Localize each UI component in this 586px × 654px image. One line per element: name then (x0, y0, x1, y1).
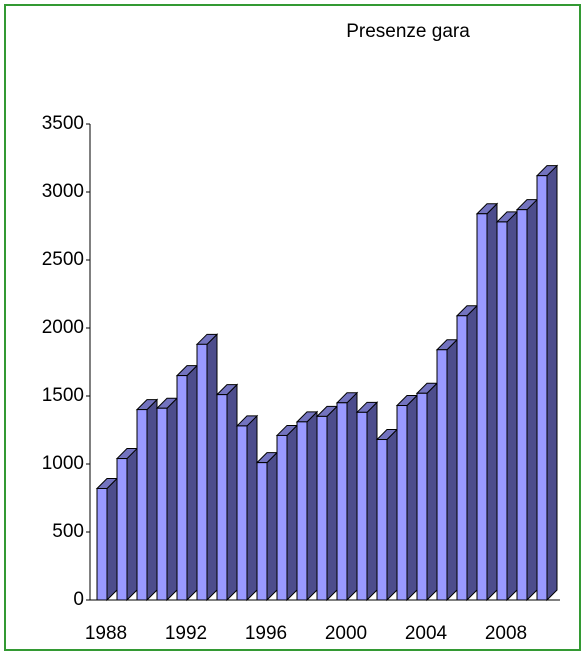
bar (276, 434, 288, 601)
bar (96, 487, 108, 601)
bar-side (106, 477, 118, 602)
bar (196, 343, 208, 601)
y-tick-label: 3500 (42, 113, 84, 134)
bar-side (466, 304, 478, 602)
bar-side (206, 333, 218, 602)
bar-side (286, 424, 298, 602)
y-tick-label: 2500 (42, 249, 84, 270)
bar (476, 213, 488, 601)
chart-title: Presenze gara (346, 21, 470, 42)
bar (516, 209, 528, 601)
y-tick-label: 1000 (42, 453, 84, 474)
x-tick-label: 2008 (485, 623, 527, 644)
bar-side (326, 405, 338, 602)
bar (396, 405, 408, 601)
y-tick-label: 0 (73, 589, 84, 610)
x-tick-label: 1996 (245, 623, 287, 644)
bar (136, 409, 148, 601)
bar-side (426, 382, 438, 602)
bar-side (546, 164, 558, 602)
bar-side (146, 398, 158, 602)
bar-side (226, 383, 238, 602)
bar-side (126, 447, 138, 602)
bar-side (346, 391, 358, 602)
bar (416, 392, 428, 601)
y-tick-label: 3000 (42, 181, 84, 202)
bar (256, 462, 268, 601)
bar (156, 407, 168, 601)
bar (116, 458, 128, 601)
bar-side (246, 414, 258, 602)
bar (496, 221, 508, 601)
bar-side (506, 210, 518, 602)
bar-side (526, 198, 538, 602)
bar (356, 411, 368, 601)
bar-side (366, 401, 378, 602)
bar (436, 349, 448, 601)
bar-side (266, 451, 278, 602)
y-tick-label: 1500 (42, 385, 84, 406)
x-tick-label: 1988 (85, 623, 127, 644)
bar-side (186, 364, 198, 602)
x-tick-label: 1992 (165, 623, 207, 644)
bar (216, 394, 228, 601)
bar-side (306, 410, 318, 602)
bar (316, 415, 328, 601)
bar (376, 439, 388, 601)
bar-side (486, 202, 498, 602)
bar (456, 315, 468, 601)
bar (176, 375, 188, 601)
bar (536, 175, 548, 601)
bar (236, 425, 248, 601)
bar-side (446, 338, 458, 602)
bar-side (386, 428, 398, 602)
bar (296, 421, 308, 601)
y-tick-label: 500 (52, 521, 84, 542)
bar-side (166, 397, 178, 602)
y-tick-label: 2000 (42, 317, 84, 338)
bar-side (406, 394, 418, 602)
x-tick-label: 2000 (325, 623, 367, 644)
bar (336, 402, 348, 601)
x-tick-label: 2004 (405, 623, 448, 644)
